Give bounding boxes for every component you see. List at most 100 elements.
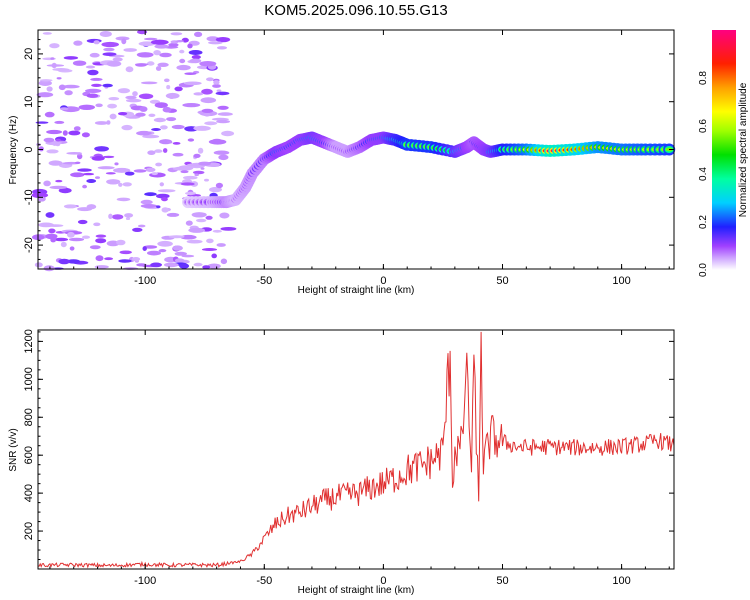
noise-blob <box>108 213 113 219</box>
noise-blob <box>194 173 199 177</box>
noise-blob <box>163 148 168 153</box>
noise-blob <box>204 178 209 182</box>
noise-blob <box>46 64 65 67</box>
colorbar-tick-label: 0.0 <box>698 263 709 277</box>
noise-blob <box>102 83 113 88</box>
noise-blob <box>172 166 190 171</box>
noise-blob <box>89 52 100 58</box>
snr-ylabel: SNR (v/v) <box>8 428 19 471</box>
noise-blob <box>55 138 61 142</box>
noise-blob <box>202 265 211 270</box>
noise-blob <box>204 121 218 126</box>
noise-blob <box>121 124 133 131</box>
noise-blob <box>220 227 237 231</box>
noise-blob <box>105 172 116 175</box>
noise-blob <box>54 237 69 242</box>
noise-blob <box>68 130 81 136</box>
noise-blob <box>86 179 97 183</box>
noise-blob <box>172 142 181 145</box>
noise-blob <box>72 60 87 66</box>
noise-blob <box>216 89 222 92</box>
noise-blob <box>192 170 205 175</box>
noise-blob <box>122 182 132 187</box>
noise-blob <box>58 84 66 91</box>
x-tick-label: 0 <box>380 575 386 587</box>
y-tick-label: 200 <box>23 522 35 540</box>
noise-blob <box>176 64 191 71</box>
colorbar-ticks: 0.0 0.2 0.4 0.6 0.8 <box>698 71 709 277</box>
colorbar-tick-label: 0.8 <box>698 71 709 85</box>
noise-blob <box>78 104 96 111</box>
noise-blob <box>103 47 115 52</box>
noise-blob <box>48 228 56 234</box>
noise-blob <box>90 77 103 81</box>
noise-blob <box>137 29 148 35</box>
noise-blob <box>135 112 146 117</box>
noise-blob <box>64 90 73 96</box>
noise-blob <box>126 98 142 103</box>
noise-blob <box>181 254 195 258</box>
noise-blob <box>44 111 55 118</box>
noise-blob <box>183 175 198 180</box>
noise-blob <box>193 262 203 267</box>
noise-blob <box>62 130 68 136</box>
noise-blob <box>59 107 69 111</box>
noise-blob <box>184 72 197 75</box>
noise-blob <box>201 248 218 251</box>
noise-blob <box>118 259 132 263</box>
noise-blob <box>46 86 53 92</box>
noise-blob <box>212 229 222 233</box>
noise-blob <box>206 36 219 42</box>
noise-blob <box>159 52 172 58</box>
noise-blob <box>193 125 211 131</box>
spectrogram-ylabel: Frequency (Hz) <box>8 116 19 185</box>
noise-blob <box>172 245 183 251</box>
noise-blob <box>188 227 206 233</box>
noise-blob <box>136 130 152 136</box>
noise-blob <box>147 150 156 155</box>
noise-blob <box>106 60 122 67</box>
noise-blob <box>139 106 148 112</box>
noise-blob <box>81 132 90 138</box>
noise-blob <box>119 250 132 255</box>
noise-blob <box>153 117 166 123</box>
noise-blob <box>157 62 169 67</box>
noise-blob <box>125 217 131 220</box>
noise-blob <box>102 155 115 159</box>
y-tick-label: 400 <box>23 484 35 502</box>
x-tick-label: -50 <box>256 575 272 587</box>
snr-frame <box>37 329 675 570</box>
noise-blob <box>168 235 185 239</box>
noise-blob <box>157 189 176 193</box>
noise-blob <box>49 43 60 49</box>
noise-blob <box>142 134 160 139</box>
noise-blob <box>151 172 158 176</box>
noise-blob <box>95 176 100 179</box>
noise-blob <box>216 46 228 50</box>
noise-blob <box>52 68 70 71</box>
noise-blob <box>150 262 163 268</box>
noise-blob <box>95 238 107 244</box>
x-tick-label: 100 <box>612 575 630 587</box>
noise-blob <box>174 258 185 263</box>
noise-blob <box>94 146 109 152</box>
spectrogram-xlabel: Height of straight line (km) <box>298 285 415 296</box>
noise-blob <box>183 81 202 86</box>
noise-blob <box>124 171 135 176</box>
x-tick-label: -50 <box>256 275 272 287</box>
noise-blob <box>196 218 207 223</box>
noise-blob <box>116 239 126 246</box>
noise-blob <box>209 186 222 193</box>
noise-blob <box>185 220 193 226</box>
noise-blob <box>148 113 156 118</box>
x-tick-label: 50 <box>496 575 508 587</box>
noise-blob <box>191 212 207 218</box>
noise-blob <box>93 222 101 227</box>
noise-blob <box>123 48 137 52</box>
noise-blob <box>144 37 158 41</box>
noise-blob <box>133 169 147 173</box>
noise-blob <box>77 168 92 172</box>
noise-blob <box>215 37 231 43</box>
noise-blob <box>95 234 107 238</box>
colorbar-label: Normalized spectral amplitude <box>738 82 749 217</box>
